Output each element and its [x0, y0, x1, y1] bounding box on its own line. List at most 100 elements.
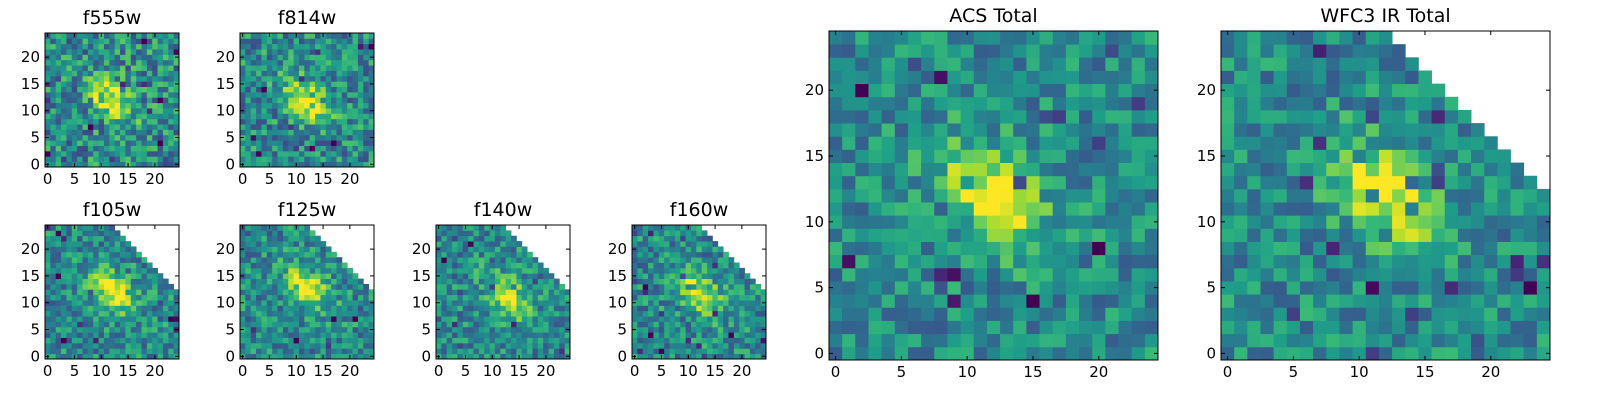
heatmap-cell — [441, 348, 448, 355]
heatmap-cell — [559, 353, 566, 360]
heatmap-cell — [71, 246, 78, 253]
heatmap-cell — [157, 289, 164, 296]
heatmap-cell — [1000, 175, 1014, 190]
heatmap-cell — [55, 49, 62, 55]
heatmap-cell — [462, 348, 469, 355]
heatmap-cell — [1065, 307, 1080, 321]
heatmap-cell — [240, 337, 246, 344]
heatmap-cell — [755, 353, 762, 360]
heatmap-cell — [960, 281, 975, 295]
heatmap-cell — [829, 333, 843, 348]
heatmap-cell — [45, 102, 51, 109]
heatmap-cell — [1013, 57, 1027, 71]
heatmap-cell — [696, 257, 703, 263]
heatmap-cell — [261, 294, 268, 301]
heatmap-cell — [120, 300, 126, 306]
heatmap-cell — [315, 54, 321, 61]
heatmap-cell — [960, 254, 975, 269]
heatmap-cell — [93, 316, 99, 322]
heatmap-cell — [66, 348, 73, 355]
heatmap-cell — [173, 145, 180, 152]
heatmap-cell — [77, 65, 83, 71]
heatmap-cell — [1510, 175, 1525, 190]
heatmap-cell — [336, 257, 343, 263]
heatmap-cell — [282, 278, 289, 285]
heatmap-cell — [77, 316, 83, 322]
heatmap-cell — [173, 49, 180, 55]
heatmap-cell — [77, 75, 83, 82]
heatmap-cell — [489, 316, 496, 322]
heatmap-cell — [336, 273, 343, 279]
heatmap-cell — [516, 316, 523, 322]
heatmap-cell — [173, 129, 180, 136]
heatmap-cell — [66, 91, 73, 98]
heatmap-cell — [653, 267, 660, 274]
heatmap-cell — [109, 145, 116, 152]
heatmap-cell — [146, 38, 153, 45]
heatmap-cell — [1013, 333, 1027, 348]
heatmap-cell — [109, 294, 116, 301]
heatmap-cell — [436, 294, 442, 301]
heatmap-cell — [468, 294, 474, 301]
heatmap-cell — [1234, 320, 1248, 335]
heatmap-cell — [61, 273, 67, 279]
heatmap-cell — [1221, 188, 1235, 203]
heatmap-cell — [347, 310, 353, 317]
heatmap-cell — [103, 140, 110, 146]
heatmap-cell — [61, 43, 67, 50]
heatmap-cell — [947, 307, 961, 321]
heatmap-cell — [277, 81, 284, 87]
heatmap-cell — [288, 70, 294, 77]
heatmap-cell — [1378, 281, 1393, 295]
heatmap-cell — [1039, 254, 1054, 269]
heatmap-cell — [245, 59, 252, 66]
heatmap-cell — [261, 91, 268, 98]
heatmap-cell — [1013, 162, 1027, 177]
heatmap-cell — [739, 342, 745, 349]
heatmap-cell — [320, 97, 327, 104]
heatmap-cell — [755, 321, 762, 328]
heatmap-cell — [1418, 96, 1432, 111]
heatmap-cell — [245, 235, 252, 242]
heatmap-cell — [632, 278, 638, 285]
heatmap-cell — [288, 81, 294, 87]
heatmap-cell — [973, 267, 988, 282]
heatmap-cell — [266, 316, 273, 322]
heatmap-cell — [669, 283, 676, 290]
heatmap-cell — [960, 96, 975, 111]
heatmap-cell — [146, 305, 153, 312]
heatmap-cell — [288, 300, 294, 306]
heatmap-cell — [272, 348, 278, 355]
heatmap-cell — [309, 108, 316, 114]
heatmap-cell — [728, 278, 735, 285]
heatmap-cell — [894, 254, 909, 269]
heatmap-cell — [680, 289, 686, 296]
heatmap-cell — [77, 54, 83, 61]
heatmap-cell — [1026, 149, 1040, 163]
heatmap-cell — [261, 156, 268, 163]
heatmap-cell — [1079, 346, 1093, 361]
heatmap-cell — [907, 320, 922, 335]
heatmap-cell — [50, 81, 57, 87]
heatmap-cell — [336, 65, 343, 71]
heatmap-cell — [881, 202, 896, 216]
heatmap-cell — [272, 267, 278, 274]
heatmap-cell — [489, 326, 496, 333]
heatmap-cell — [1418, 333, 1432, 348]
heatmap-cell — [363, 102, 370, 109]
heatmap-cell — [543, 321, 549, 328]
heatmap-cell — [304, 49, 311, 55]
heatmap-cell — [352, 278, 359, 285]
heatmap-cell — [532, 305, 539, 312]
heatmap-cell — [309, 81, 316, 87]
heatmap-cell — [136, 43, 142, 50]
heatmap-cell — [325, 251, 332, 258]
heatmap-cell — [1352, 346, 1367, 361]
heatmap-cell — [855, 346, 869, 361]
heatmap-cell — [103, 241, 110, 247]
heatmap-cell — [277, 129, 284, 136]
heatmap-cell — [61, 251, 67, 258]
heatmap-cell — [114, 70, 121, 77]
heatmap-cell — [685, 235, 692, 242]
heatmap-cell — [298, 310, 305, 317]
